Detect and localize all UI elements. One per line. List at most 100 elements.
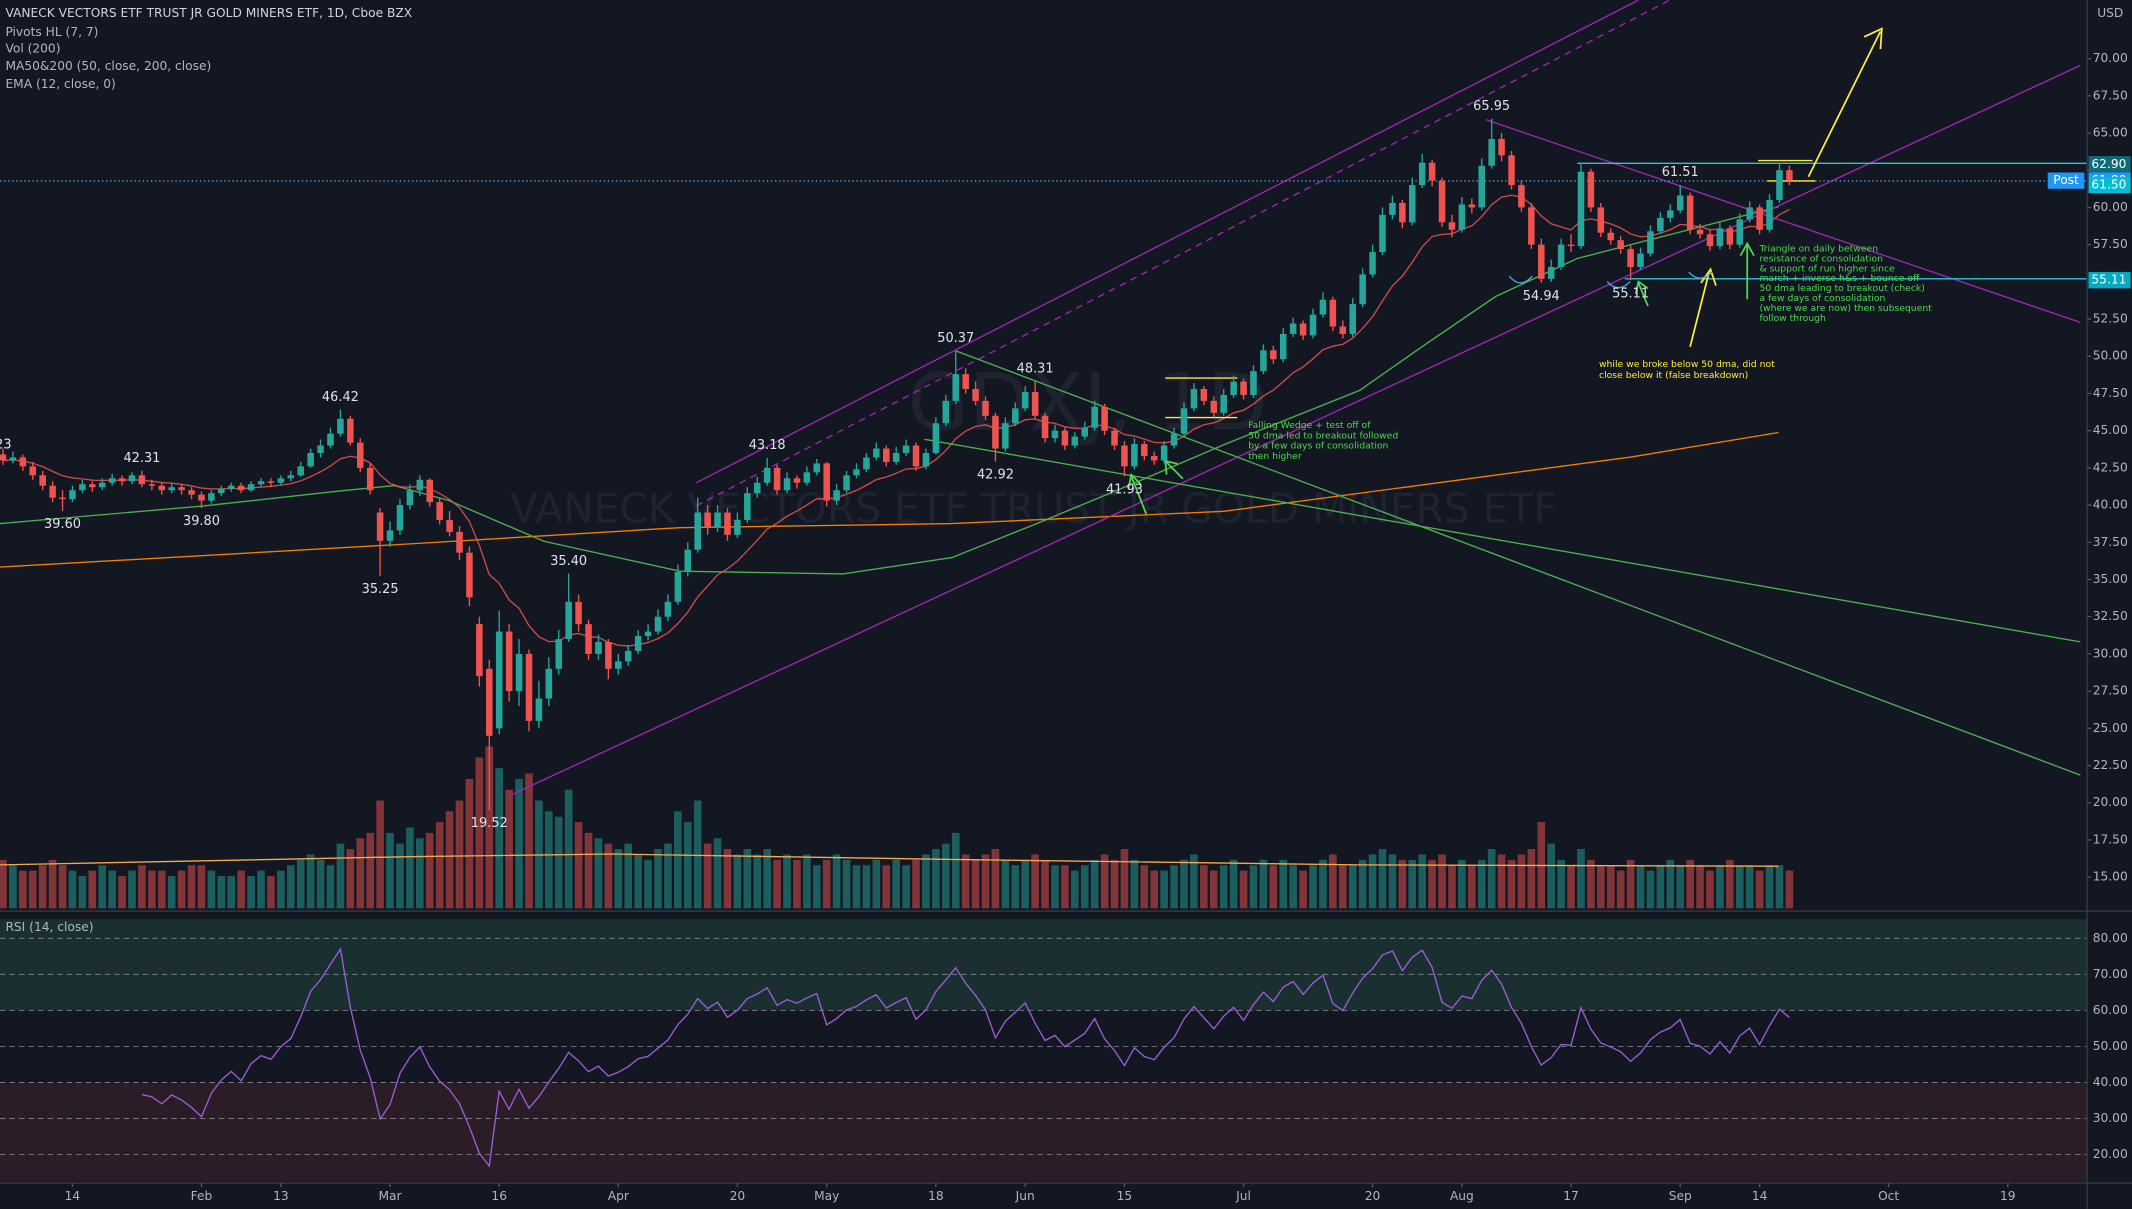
pivot-label: 42.92 xyxy=(977,468,1014,483)
candle-body xyxy=(1071,436,1079,446)
note-line: 50 dma leading to breakout (check) xyxy=(1759,283,1924,294)
candle-body xyxy=(1279,333,1287,360)
pivot-label: 39.60 xyxy=(44,517,81,532)
volume-bar xyxy=(435,822,444,909)
candle-body xyxy=(198,494,205,501)
volume-bar xyxy=(1487,849,1496,909)
volume-bar xyxy=(1378,849,1387,909)
volume-bar xyxy=(872,859,881,909)
candle-body xyxy=(317,445,324,453)
candle-body xyxy=(734,519,741,535)
volume-bar xyxy=(1686,859,1694,909)
candle-body xyxy=(1329,299,1337,327)
triangle-note: Triangle on daily between resistance of … xyxy=(1758,243,1932,323)
candle-body xyxy=(1746,207,1753,220)
candle-body xyxy=(1676,195,1684,211)
ema-layer xyxy=(2,194,1790,647)
candle-body xyxy=(1567,244,1575,247)
volume-bar xyxy=(1011,865,1020,909)
volume-bar xyxy=(416,838,424,909)
candle-body xyxy=(1597,207,1605,233)
candle-body xyxy=(1438,180,1446,223)
volume-bar xyxy=(693,800,702,909)
note-line: & support of run higher since xyxy=(1759,263,1895,274)
rsi-lower-band xyxy=(0,1082,2088,1182)
volume-bar xyxy=(793,859,801,909)
candle-body xyxy=(1786,170,1793,181)
volume-bar xyxy=(286,865,295,909)
candle-body xyxy=(783,478,791,491)
x-tick-label: Apr xyxy=(608,1189,630,1203)
x-tick-label: Mar xyxy=(379,1189,403,1203)
volume-bar xyxy=(1200,865,1208,909)
volume-bar xyxy=(1338,865,1347,909)
channel-lower xyxy=(509,64,2081,797)
volume-bar xyxy=(1219,865,1228,909)
volume-bar xyxy=(1180,859,1188,909)
candle-body xyxy=(436,502,443,520)
price-axis-bg xyxy=(2087,0,2132,1209)
y-tick-label: 32.50 xyxy=(2093,609,2128,623)
volume-bar xyxy=(654,849,662,909)
volume-bar xyxy=(1021,859,1030,909)
candle-body xyxy=(118,478,126,482)
rsi-title: RSI (14, close) xyxy=(5,920,93,934)
volume-bar xyxy=(842,859,851,909)
volume-bar xyxy=(1606,865,1615,909)
volume-bar xyxy=(465,778,474,909)
volume-bar xyxy=(386,832,394,909)
candle-body xyxy=(1627,249,1634,267)
candle-body xyxy=(1696,229,1704,235)
rsi-tick-label: 50.00 xyxy=(2093,1039,2128,1053)
volume-bar xyxy=(227,876,236,909)
x-tick-label: Oct xyxy=(1878,1189,1899,1203)
candle-body xyxy=(486,668,493,736)
rsi-tick-label: 40.00 xyxy=(2093,1075,2128,1089)
volume-bar xyxy=(1309,865,1317,909)
candle-body xyxy=(1270,350,1277,360)
rsi-upper-band xyxy=(0,919,2088,1011)
volume-bar xyxy=(574,822,583,909)
candle-body xyxy=(605,641,612,669)
volume-bar xyxy=(1031,854,1039,909)
y-tick-label: 65.00 xyxy=(2093,126,2128,140)
price-tag-box xyxy=(2047,172,2085,189)
volume-bar xyxy=(1527,849,1536,909)
volume-bar xyxy=(594,838,603,909)
candle-body xyxy=(1647,231,1654,254)
note-line: a few days of consolidation xyxy=(1759,293,1885,304)
candle-body xyxy=(1776,170,1783,200)
volume-bar xyxy=(306,854,315,909)
x-tick-label: May xyxy=(814,1189,839,1203)
candle-body xyxy=(595,641,602,654)
candle-body xyxy=(654,616,662,632)
volume-bar xyxy=(1428,859,1436,909)
volume-bar xyxy=(1646,870,1655,909)
candle-body xyxy=(1240,381,1247,395)
volume-bar xyxy=(584,832,593,909)
y-tick-label: 22.50 xyxy=(2093,758,2128,772)
volume-bar xyxy=(1438,854,1446,909)
volume-bar xyxy=(564,789,573,909)
volume-bar xyxy=(277,870,285,909)
y-tick-label: 70.00 xyxy=(2093,51,2128,65)
ma200-line xyxy=(0,431,1779,568)
candle-body xyxy=(1478,165,1485,208)
volume-bar xyxy=(1745,865,1754,909)
price-label-box xyxy=(2088,272,2131,289)
candle-body xyxy=(1081,427,1089,437)
candle-body xyxy=(386,530,394,541)
rsi-tick-label: 20.00 xyxy=(2093,1147,2128,1161)
volume-bar xyxy=(1140,865,1149,909)
volume-bar xyxy=(1130,859,1139,909)
candle-body xyxy=(237,485,245,491)
volume-bar xyxy=(1001,859,1010,909)
candle-body xyxy=(833,490,840,501)
volume-bar xyxy=(1656,865,1665,909)
candle-body xyxy=(0,454,7,461)
volume-bar xyxy=(852,865,861,909)
candle-body xyxy=(902,445,910,453)
candle-body xyxy=(396,505,404,531)
note-line: march + inverse h&s + bounce off xyxy=(1759,273,1920,284)
